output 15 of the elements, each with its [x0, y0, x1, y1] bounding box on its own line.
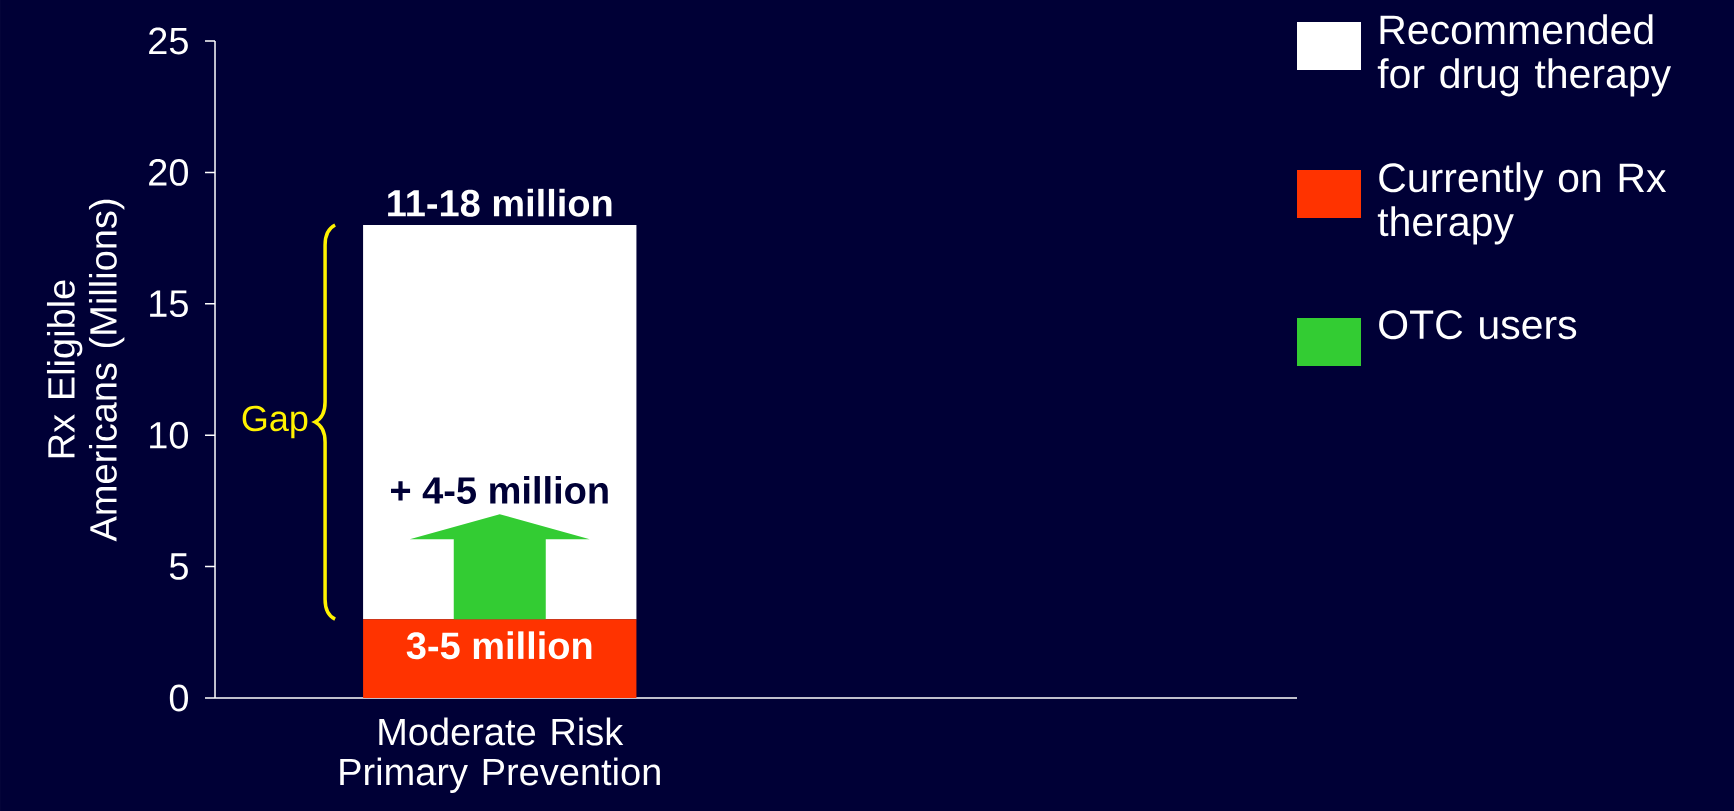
- y-tick-label: 5: [169, 553, 188, 580]
- text: Gap: [242, 405, 308, 439]
- legend-label: OTC users: [1379, 310, 1577, 340]
- annotation: 11-18 million: [388, 188, 612, 217]
- y-tick-label: 10: [150, 421, 188, 449]
- y-tick-label: 0: [169, 684, 189, 712]
- annotation: + 4-5 million: [391, 476, 608, 504]
- y-tick-label: 15: [150, 290, 188, 318]
- y-tick-label: 25: [149, 27, 188, 55]
- legend-label: Currently on Rx therapy: [1377, 162, 1667, 245]
- y-axis-title: Rx Eligible Americans (Millions): [46, 199, 125, 542]
- y-tick-label: 20: [149, 158, 188, 186]
- legend-label: Recommended for drug therapy: [1377, 14, 1672, 97]
- x-tick-label: Moderate Risk Primary Prevention: [340, 717, 660, 793]
- annotation: 3-5 million: [406, 631, 592, 660]
